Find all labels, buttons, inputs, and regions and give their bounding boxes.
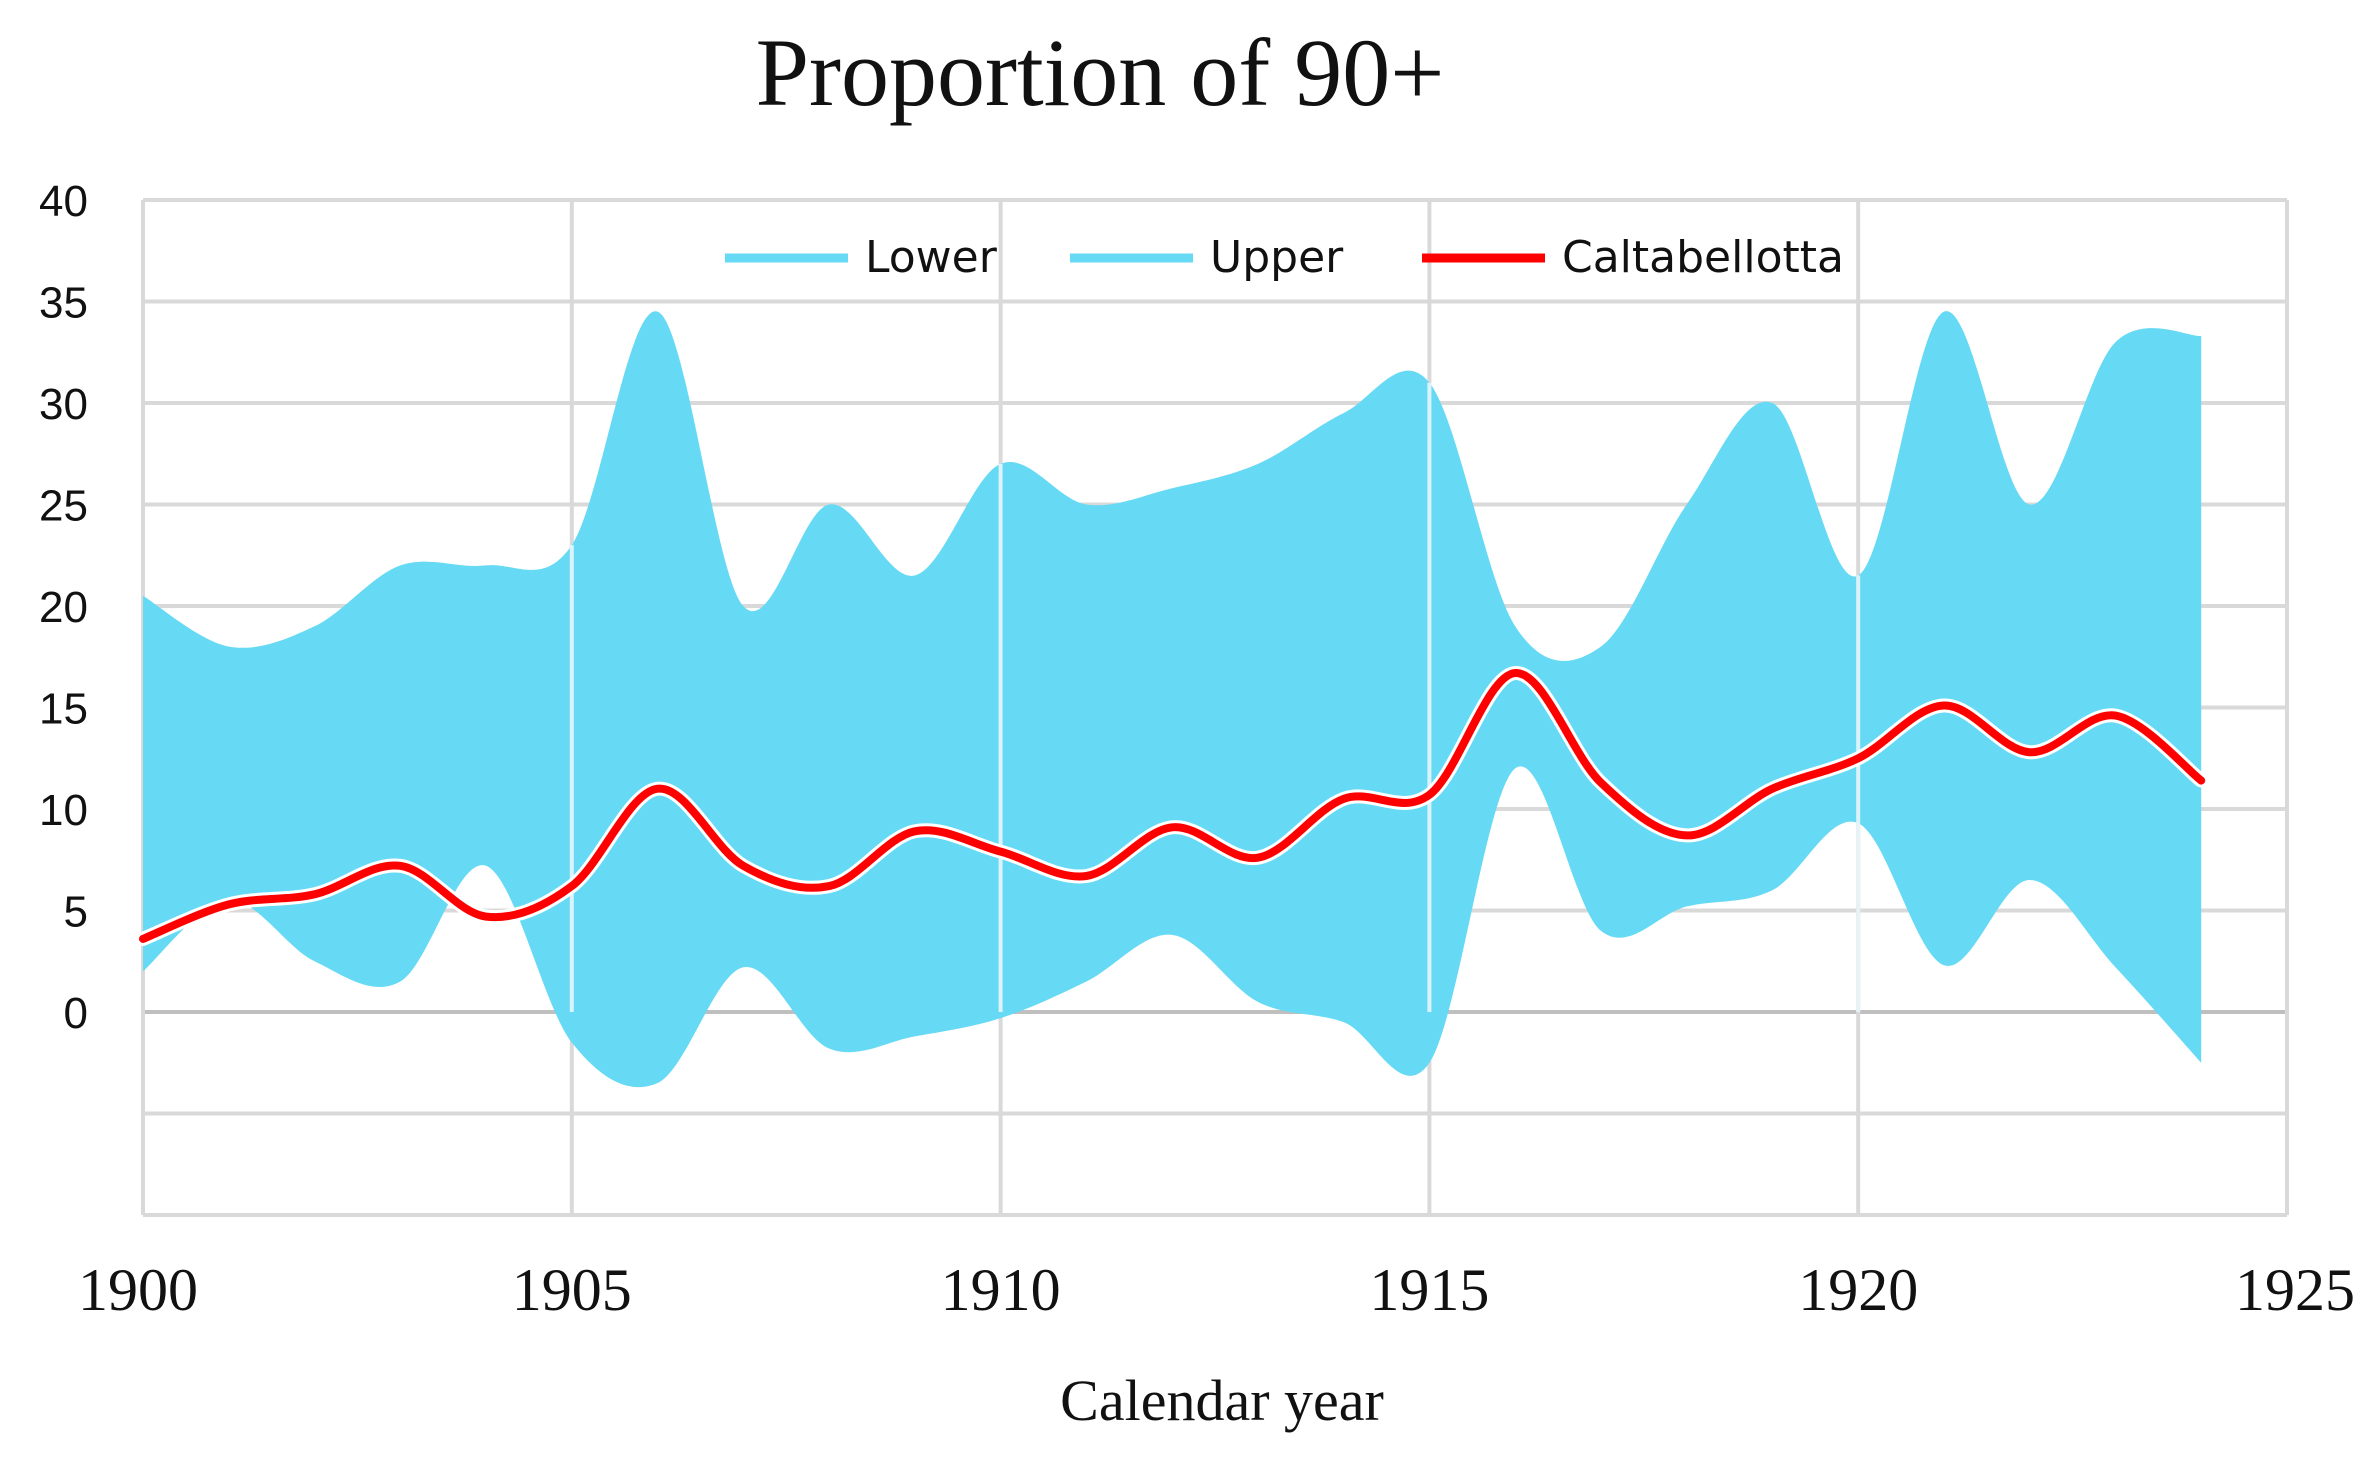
y-tick-label: 20 [39, 583, 88, 632]
y-tick-label: 35 [39, 279, 88, 328]
y-tick-label: 0 [64, 989, 88, 1038]
y-tick-label: 10 [39, 786, 88, 835]
x-tick-label: 1900 [78, 1257, 198, 1323]
y-tick-label: 30 [39, 380, 88, 429]
legend-label-lower: Lower [865, 232, 998, 283]
x-tick-label: 1915 [1369, 1257, 1489, 1323]
series-line-caltabellotta [139, 669, 2206, 943]
x-axis-label: Calendar year [1060, 1368, 1384, 1433]
x-tick-label: 1910 [941, 1257, 1061, 1323]
legend-label-caltabellotta: Caltabellotta [1562, 232, 1844, 283]
x-tick-label: 1920 [1798, 1257, 1918, 1323]
y-tick-label: 5 [64, 888, 88, 937]
x-tick-label: 1905 [512, 1257, 632, 1323]
y-tick-label: 40 [39, 177, 88, 226]
x-tick-label: 1925 [2235, 1257, 2355, 1323]
y-tick-label: 15 [39, 685, 88, 734]
confidence-band [143, 311, 2202, 1088]
legend-label-upper: Upper [1210, 232, 1344, 283]
y-tick-label: 25 [39, 482, 88, 531]
chart-title: Proportion of 90+ [756, 19, 1445, 126]
